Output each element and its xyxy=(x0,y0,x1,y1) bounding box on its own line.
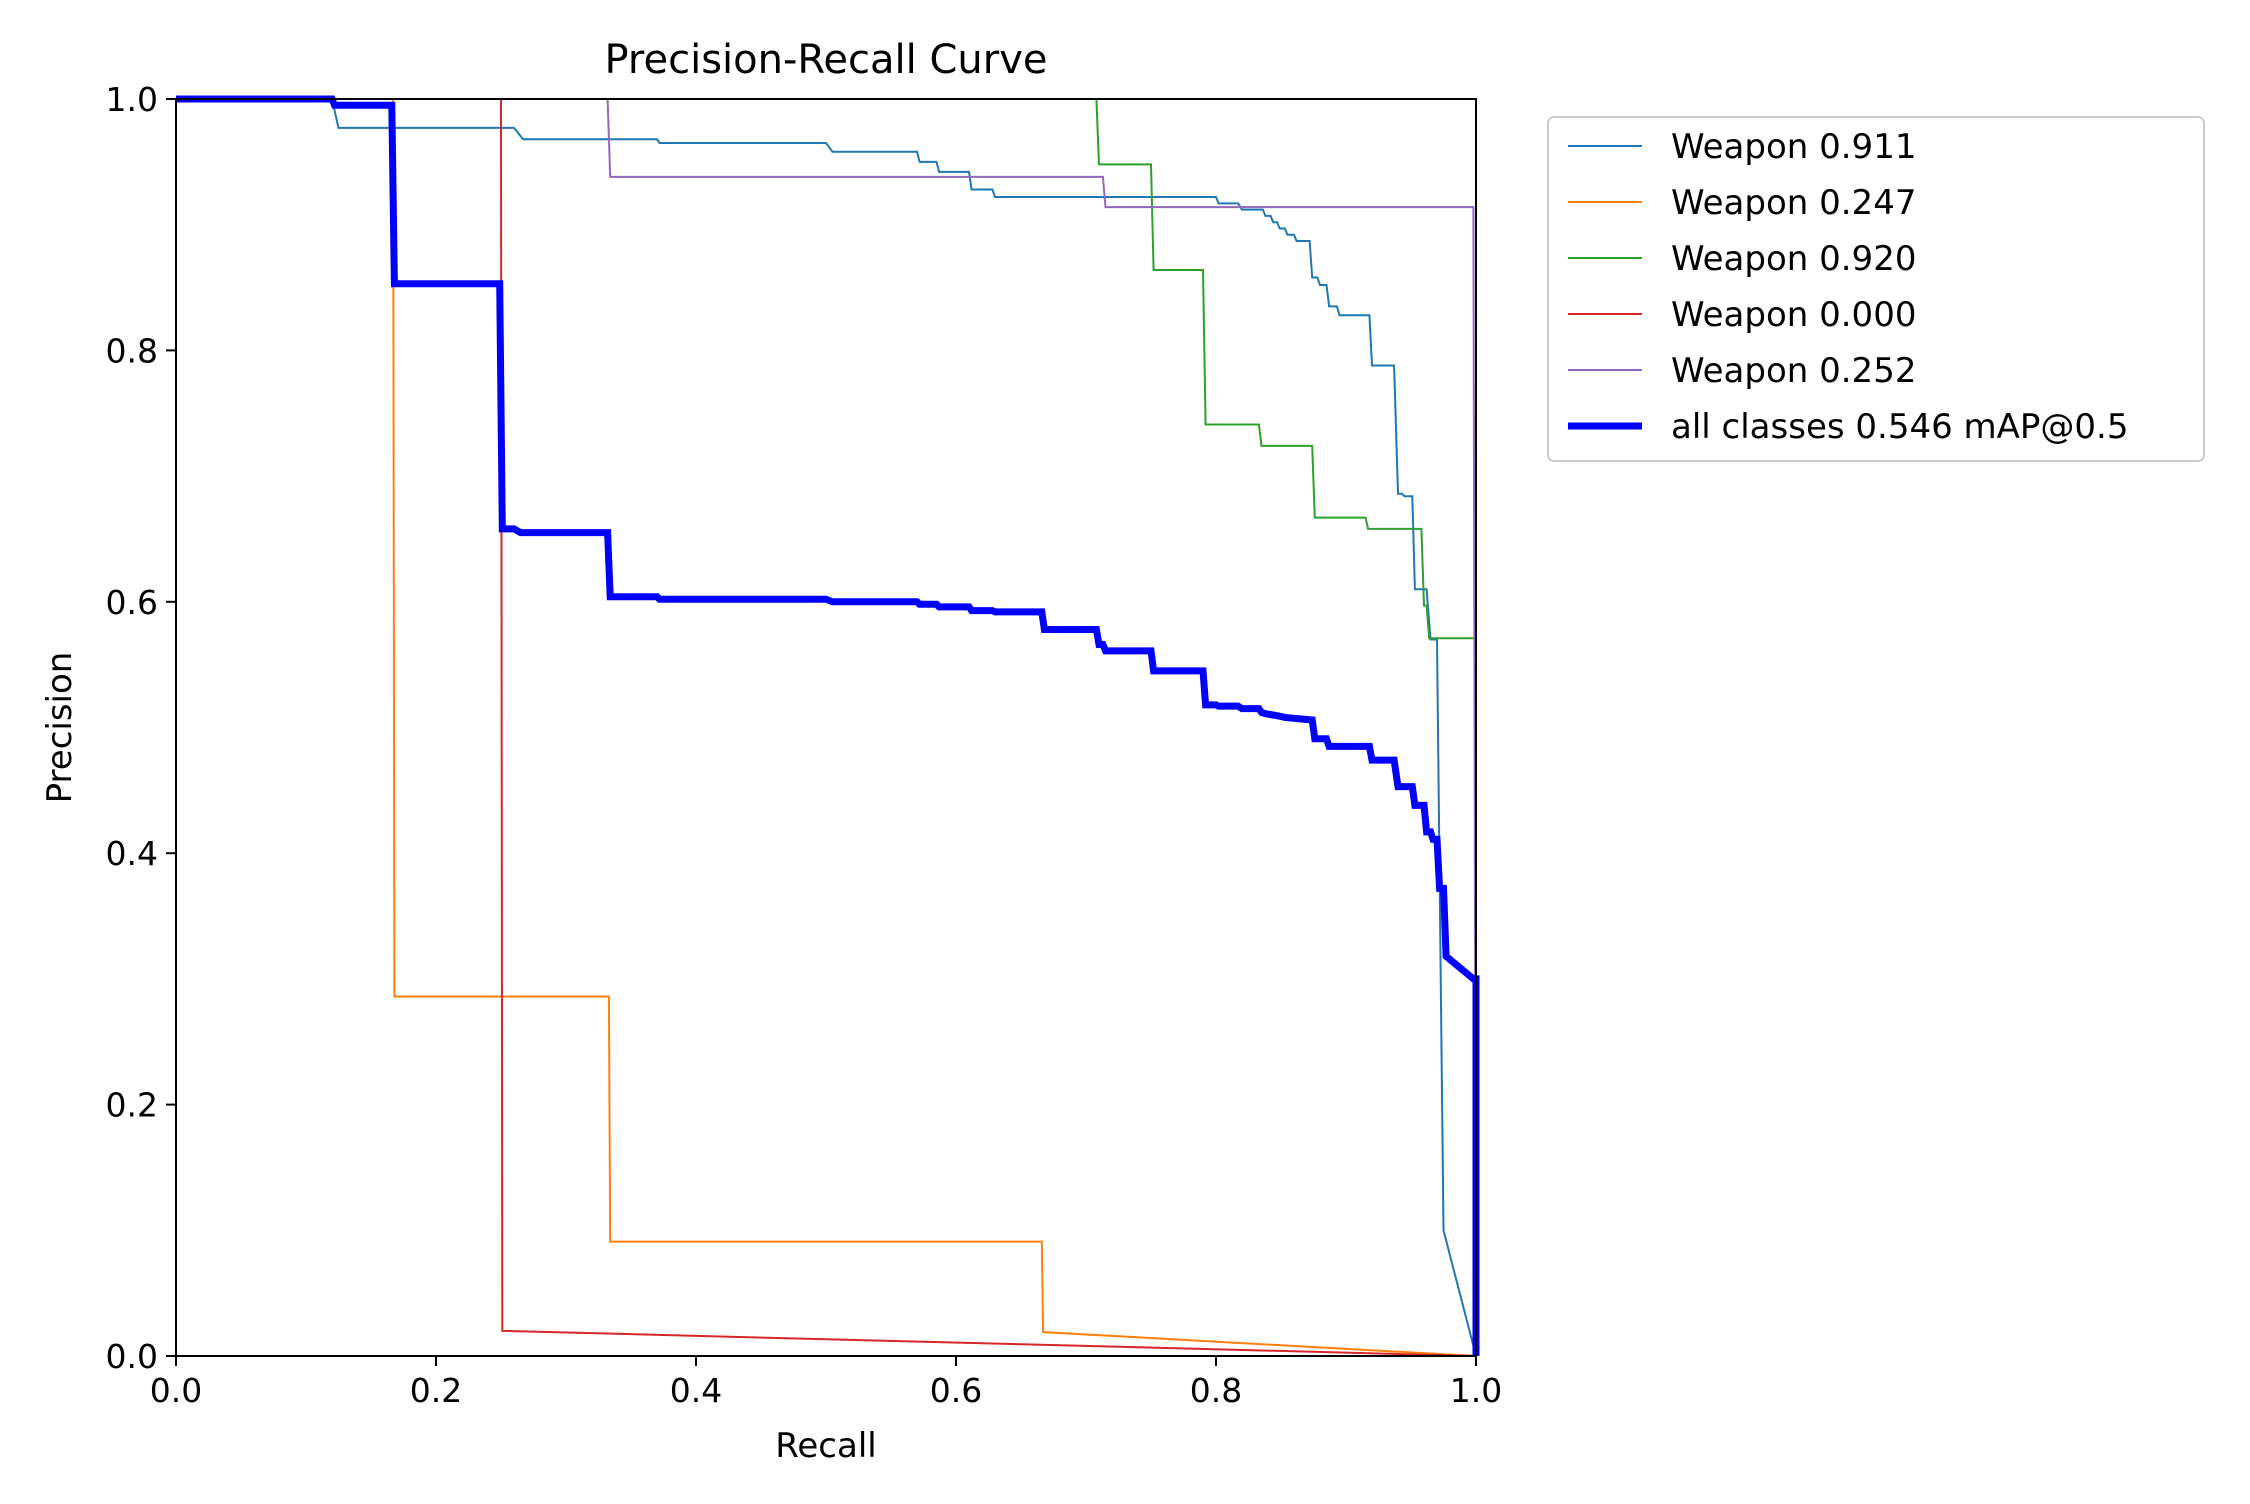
series-line-4 xyxy=(500,98,1477,1357)
series-group xyxy=(176,95,1480,1357)
x-tick-label-5: 0.8 xyxy=(1190,1371,1242,1410)
legend-item-4: Weapon 0.000 xyxy=(1568,295,1916,335)
legend-label-3: Weapon 0.920 xyxy=(1671,239,1916,279)
chart-title: Precision-Recall Curve xyxy=(605,37,1048,83)
legend-item-1: Weapon 0.911 xyxy=(1568,127,1916,167)
legend-item-5: Weapon 0.252 xyxy=(1568,351,1916,391)
y-tick-label-2: 0.2 xyxy=(106,1086,158,1125)
x-tick-label-2: 0.2 xyxy=(410,1371,462,1410)
series-line-5 xyxy=(606,98,1477,1357)
y-tick-label-3: 0.4 xyxy=(106,834,158,873)
plot-frame xyxy=(175,98,1477,1357)
y-tick-label-1: 0.0 xyxy=(106,1337,158,1376)
series-line-2 xyxy=(176,98,1477,1357)
legend-label-6: all classes 0.546 mAP@0.5 xyxy=(1671,407,2128,447)
x-axis-label: Recall xyxy=(775,1426,876,1466)
legend: Weapon 0.911 Weapon 0.247 Weapon 0.920 Weap… xyxy=(1547,116,2205,462)
legend-label-5: Weapon 0.252 xyxy=(1671,351,1916,391)
series-line-1 xyxy=(176,98,1477,1357)
x-tick-label-3: 0.4 xyxy=(670,1371,722,1410)
series-line-3 xyxy=(1095,98,1477,1356)
y-tick-label-4: 0.6 xyxy=(106,583,158,622)
chart-layer: 0.0 0.2 0.4 0.6 0.8 1.0 0.0 0.2 0.4 0.6 0.8 1.0 Prec… xyxy=(40,37,2205,1466)
x-tick-label-1: 0.0 xyxy=(150,1371,202,1410)
y-axis-label: Precision xyxy=(40,652,80,804)
legend-label-4: Weapon 0.000 xyxy=(1671,295,1916,335)
x-tick-label-6: 1.0 xyxy=(1450,1371,1502,1410)
x-tick-label-4: 0.6 xyxy=(930,1371,982,1410)
series-line-6 xyxy=(176,95,1480,1356)
legend-label-2: Weapon 0.247 xyxy=(1671,183,1916,223)
legend-box xyxy=(1547,116,2205,462)
legend-item-3: Weapon 0.920 xyxy=(1568,239,1916,279)
y-tick-label-5: 0.8 xyxy=(106,331,158,370)
legend-item-2: Weapon 0.247 xyxy=(1568,183,1916,223)
y-tick-label-6: 1.0 xyxy=(106,80,158,119)
legend-item-6: all classes 0.546 mAP@0.5 xyxy=(1568,407,2128,447)
legend-label-1: Weapon 0.911 xyxy=(1671,127,1916,167)
